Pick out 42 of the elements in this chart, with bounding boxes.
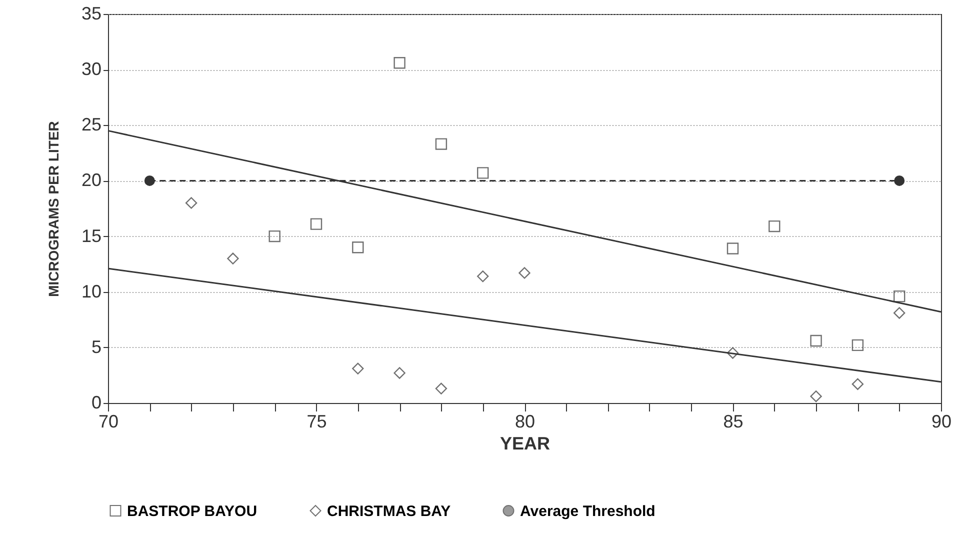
point — [852, 339, 864, 352]
point — [227, 252, 239, 264]
point — [394, 367, 406, 379]
point — [268, 230, 280, 242]
point — [518, 267, 530, 279]
point — [726, 242, 739, 254]
point — [185, 197, 198, 209]
y-tick-label: 10 — [81, 281, 102, 302]
point — [810, 334, 822, 347]
point — [352, 242, 364, 254]
point — [352, 362, 364, 374]
x-tick-label: 80 — [514, 412, 536, 432]
x-tick-label: 70 — [98, 412, 119, 432]
point — [768, 220, 780, 232]
point — [810, 390, 822, 402]
point — [894, 307, 906, 319]
point — [394, 57, 406, 69]
x-tick-label: 75 — [306, 412, 327, 432]
point — [310, 218, 322, 230]
y-tick-label: 20 — [81, 170, 102, 190]
point — [477, 270, 489, 282]
point — [726, 347, 739, 359]
point — [144, 175, 155, 186]
x-axis-title: YEAR — [500, 434, 550, 454]
point — [894, 175, 905, 186]
point — [435, 138, 448, 150]
point — [477, 167, 489, 179]
y-tick-label: 25 — [81, 114, 102, 135]
point — [852, 378, 864, 390]
point — [435, 382, 448, 394]
point — [894, 290, 906, 302]
y-tick-label: 15 — [81, 226, 102, 246]
legend-label: Average Threshold — [520, 502, 656, 520]
x-tick-label: 90 — [931, 412, 952, 432]
y-tick-label: 0 — [91, 392, 102, 412]
y-axis-title: MICROGRAMS PER LITER — [45, 121, 62, 297]
x-tick-label: 85 — [723, 412, 744, 432]
y-tick-label: 5 — [91, 336, 102, 357]
legend-label: CHRISTMAS BAY — [327, 502, 451, 520]
legend-label: BASTROP BAYOU — [127, 502, 258, 520]
y-tick-label: 35 — [81, 4, 102, 24]
y-tick-label: 30 — [81, 59, 102, 80]
